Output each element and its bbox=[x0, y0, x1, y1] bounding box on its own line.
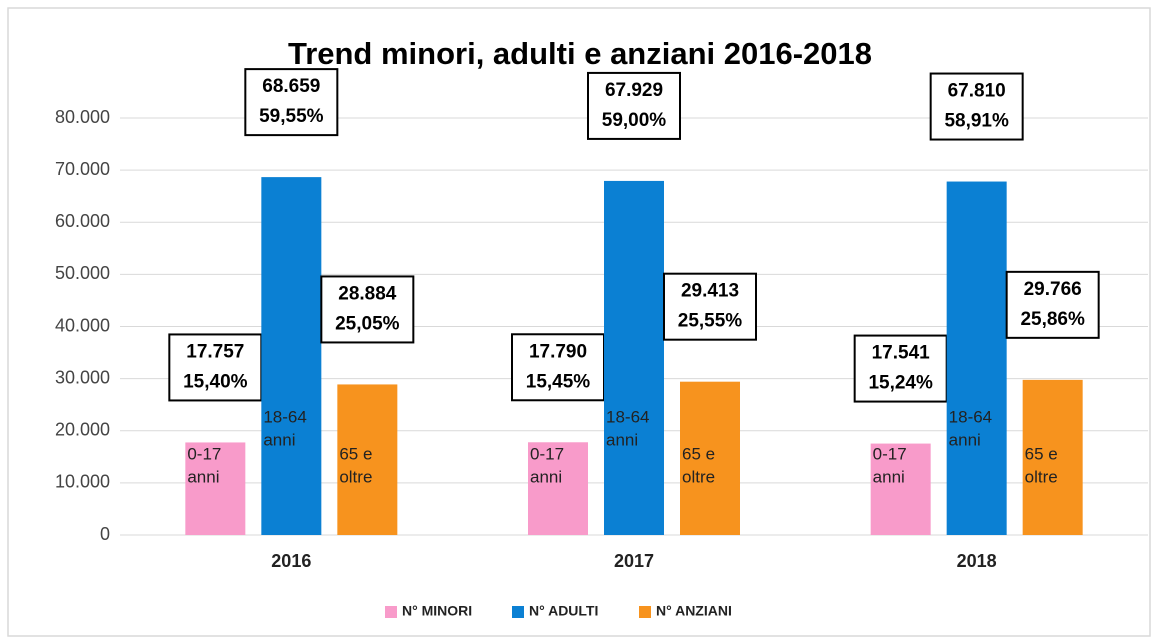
data-label-box bbox=[168, 333, 263, 402]
bar bbox=[337, 384, 398, 535]
legend-swatch bbox=[512, 606, 524, 618]
legend-label: N° MINORI bbox=[402, 603, 472, 619]
data-label-box bbox=[244, 68, 339, 137]
share-label: 15,24% bbox=[868, 373, 933, 394]
y-tick-label: 40.000 bbox=[55, 315, 110, 335]
bar-inner-label: anni bbox=[949, 430, 981, 449]
x-tick-label: 2018 bbox=[957, 551, 997, 571]
bar bbox=[261, 177, 322, 535]
bar bbox=[185, 442, 246, 535]
data-label: 68.659 bbox=[262, 76, 320, 97]
bar bbox=[870, 443, 931, 535]
share-label: 59,00% bbox=[602, 110, 667, 131]
bar-inner-label: anni bbox=[187, 467, 219, 486]
data-label-box bbox=[1005, 270, 1100, 339]
share-label: 15,45% bbox=[526, 371, 591, 392]
data-label: 17.790 bbox=[529, 341, 587, 362]
bar-inner-label: 65 e bbox=[1025, 444, 1058, 463]
data-label: 17.757 bbox=[186, 341, 244, 362]
data-label-box bbox=[320, 275, 415, 344]
data-label: 28.884 bbox=[338, 283, 397, 304]
bar-inner-label: 65 e bbox=[339, 444, 372, 463]
share-label: 25,05% bbox=[335, 313, 400, 334]
bar-inner-label: anni bbox=[530, 467, 562, 486]
legend-label: N° ADULTI bbox=[529, 603, 598, 619]
y-tick-label: 70.000 bbox=[55, 159, 110, 179]
bar-inner-label: 65 e bbox=[682, 444, 715, 463]
data-label: 29.766 bbox=[1024, 279, 1082, 300]
bar-inner-label: 0-17 bbox=[530, 444, 564, 463]
data-label: 67.810 bbox=[948, 81, 1006, 102]
y-tick-label: 0 bbox=[100, 524, 110, 544]
y-tick-label: 30.000 bbox=[55, 367, 110, 387]
bar-inner-label: oltre bbox=[682, 467, 715, 486]
bar-inner-label: oltre bbox=[339, 467, 372, 486]
bar bbox=[946, 181, 1007, 535]
chart-title: Trend minori, adulti e anziani 2016-2018 bbox=[288, 36, 872, 71]
x-tick-label: 2017 bbox=[614, 551, 654, 571]
bar-inner-label: 18-64 bbox=[606, 407, 649, 426]
data-label: 29.413 bbox=[681, 281, 739, 302]
y-tick-label: 80.000 bbox=[55, 107, 110, 127]
legend-label: N° ANZIANI bbox=[656, 603, 732, 619]
data-label-box bbox=[663, 272, 757, 341]
bar-inner-label: 0-17 bbox=[873, 444, 907, 463]
data-label-box bbox=[853, 334, 948, 403]
y-tick-label: 50.000 bbox=[55, 263, 110, 283]
legend-swatch bbox=[639, 606, 651, 618]
bar-inner-label: 18-64 bbox=[949, 407, 992, 426]
data-label-box bbox=[587, 71, 681, 140]
data-label-box bbox=[929, 72, 1024, 141]
legend-swatch bbox=[385, 606, 397, 618]
bar bbox=[604, 180, 664, 535]
y-tick-label: 10.000 bbox=[55, 472, 110, 492]
y-tick-label: 60.000 bbox=[55, 211, 110, 231]
y-tick-label: 20.000 bbox=[55, 420, 110, 440]
x-tick-label: 2016 bbox=[271, 551, 311, 571]
bar-inner-label: anni bbox=[873, 467, 905, 486]
bar bbox=[528, 442, 588, 535]
bar bbox=[680, 381, 740, 535]
data-label: 67.929 bbox=[605, 80, 663, 101]
share-label: 15,40% bbox=[183, 371, 248, 392]
bar-inner-label: 18-64 bbox=[263, 407, 306, 426]
share-label: 58,91% bbox=[944, 111, 1009, 132]
bar-inner-label: anni bbox=[606, 430, 638, 449]
bar-inner-label: oltre bbox=[1025, 467, 1058, 486]
share-label: 25,55% bbox=[678, 311, 743, 332]
data-label: 17.541 bbox=[872, 343, 931, 364]
bar bbox=[1022, 379, 1083, 535]
bar-inner-label: 0-17 bbox=[187, 444, 221, 463]
share-label: 25,86% bbox=[1020, 309, 1085, 330]
bar-inner-label: anni bbox=[263, 430, 295, 449]
share-label: 59,55% bbox=[259, 106, 324, 127]
